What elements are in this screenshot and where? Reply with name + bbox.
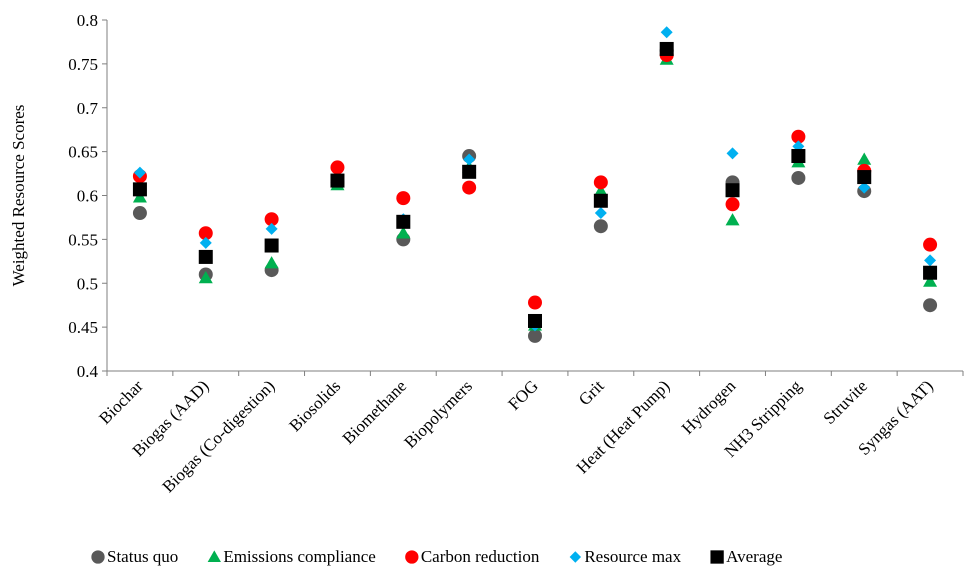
legend: Status quo Emissions compliance Carbon red… — [91, 547, 782, 566]
point-carbon-reduction — [462, 180, 477, 195]
point-average — [198, 249, 213, 264]
point-emissions-compliance — [198, 270, 213, 284]
legend-marker-resource-max — [569, 551, 582, 563]
data-marks — [132, 26, 938, 343]
point-carbon-reduction — [923, 237, 938, 252]
x-category-label: Biomethane — [339, 376, 411, 448]
legend-label-carbon-reduction: Carbon reduction — [421, 547, 540, 566]
point-resource-max — [660, 26, 673, 39]
legend-label-emissions-compliance: Emissions compliance — [223, 547, 376, 566]
y-tick-label: 0.75 — [68, 55, 98, 74]
point-average — [462, 164, 477, 179]
point-average — [593, 193, 608, 208]
point-status-quo — [528, 328, 542, 343]
point-status-quo — [923, 298, 938, 313]
point-resource-max — [726, 147, 739, 160]
x-category-label: Biopolymers — [400, 376, 476, 452]
point-carbon-reduction — [791, 129, 806, 144]
point-carbon-reduction — [593, 175, 608, 190]
point-resource-max — [133, 166, 146, 179]
x-category-label: Biochar — [95, 376, 147, 428]
point-average — [659, 41, 674, 56]
point-resource-max — [265, 222, 278, 235]
point-emissions-compliance — [264, 256, 279, 269]
point-average — [857, 170, 872, 185]
y-tick-label: 0.45 — [68, 318, 98, 337]
point-average — [725, 183, 740, 198]
point-resource-max — [199, 236, 212, 249]
point-average — [923, 265, 938, 280]
point-emissions-compliance — [725, 213, 740, 226]
point-emissions-compliance — [593, 184, 608, 197]
x-category-label: Grit — [575, 376, 608, 409]
y-tick-label: 0.6 — [77, 187, 98, 206]
legend-label-resource-max: Resource max — [584, 547, 681, 566]
y-tick-label: 0.7 — [77, 99, 99, 118]
legend-label-average: Average — [726, 547, 782, 566]
point-emissions-compliance — [857, 152, 872, 165]
y-tick-label: 0.8 — [77, 11, 98, 30]
point-average — [396, 214, 411, 229]
point-average — [791, 149, 806, 164]
x-category-label: Biogas (Co-digestion) — [158, 376, 278, 496]
x-category-label: FOG — [504, 376, 541, 413]
point-emissions-compliance — [132, 190, 147, 203]
point-emissions-compliance — [396, 226, 411, 239]
legend-marker-carbon-reduction — [405, 550, 419, 564]
point-carbon-reduction — [725, 197, 740, 212]
x-category-label: Biosolids — [285, 376, 344, 435]
point-status-quo — [791, 170, 806, 185]
point-emissions-compliance — [923, 274, 938, 287]
point-average — [132, 182, 147, 197]
point-carbon-reduction — [396, 191, 411, 206]
point-average — [528, 313, 542, 328]
y-tick-label: 0.55 — [68, 230, 98, 249]
point-resource-max — [594, 207, 607, 220]
legend-marker-average — [710, 550, 724, 564]
point-average — [264, 238, 279, 253]
legend-marker-status-quo — [91, 550, 105, 564]
x-category-label: Hydrogen — [678, 376, 740, 438]
y-axis-title: Weighted Resource Scores — [9, 105, 28, 287]
y-tick-label: 0.65 — [68, 143, 98, 162]
legend-marker-emissions-compliance — [207, 550, 221, 562]
point-resource-max — [858, 181, 871, 194]
x-category-label: Struvite — [820, 376, 872, 428]
y-tick-label: 0.5 — [77, 274, 98, 293]
point-carbon-reduction — [264, 212, 279, 227]
point-carbon-reduction — [330, 160, 345, 175]
point-status-quo — [132, 206, 147, 221]
legend-label-status-quo: Status quo — [107, 547, 178, 566]
point-carbon-reduction — [528, 295, 542, 310]
point-carbon-reduction — [198, 226, 213, 241]
point-resource-max — [924, 254, 937, 267]
point-status-quo — [593, 219, 608, 234]
y-tick-label: 0.4 — [77, 362, 99, 381]
point-resource-max — [463, 153, 476, 166]
point-average — [330, 173, 345, 188]
